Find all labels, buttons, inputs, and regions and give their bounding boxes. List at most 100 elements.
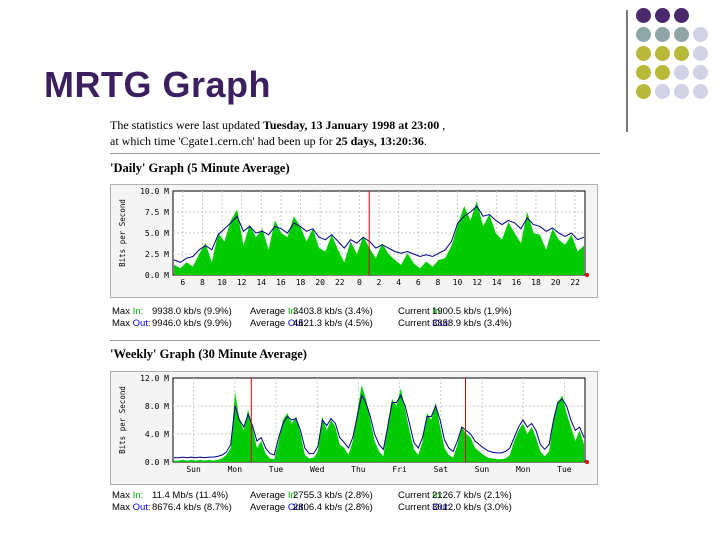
x-tick-label: 6 [416,278,421,287]
stats-line-2: at which time 'Cgate1.cern.ch' had been … [110,133,445,149]
x-tick-label: 6 [180,278,185,287]
vertical-divider [626,10,628,132]
legend-value: 3358.9 kb/s (3.4%) [432,318,512,329]
separator-1 [110,153,600,154]
legend-label: Current In: [398,490,443,501]
series-in-area [174,201,584,275]
daily-graph-svg: 10.0 M 7.5 M 5.0 M 2.5 M 0.0 M Bits per Secon… [118,187,589,287]
x-tick-label: 14 [256,278,266,287]
legend-value: 2806.4 kb/s (2.8%) [293,502,373,513]
y-tick-label: 10.0 M [140,187,169,196]
decorative-dot [693,65,708,80]
x-tick-label: 12 [472,278,482,287]
x-tick-label: 4 [396,278,401,287]
decorative-dot [674,27,689,42]
y-axis-label: Bits per Second [118,386,127,454]
x-tick-label: Sun [186,465,201,474]
y-tick-label: 0.0 M [145,271,169,280]
x-tick-label: 10 [453,278,463,287]
axis-arrow [585,460,589,464]
x-tick-label: 18 [296,278,306,287]
weekly-graph-title: 'Weekly' Graph (30 Minute Average) [110,347,307,361]
daily-graph-title: 'Daily' Graph (5 Minute Average) [110,161,290,175]
decorative-dot [655,84,670,99]
x-tick-label: 14 [492,278,502,287]
decorative-dot [674,65,689,80]
y-tick-label: 8.0 M [145,402,169,411]
x-tick-label: Thu [351,465,366,474]
x-tick-label: 20 [315,278,325,287]
x-tick-label: 16 [512,278,522,287]
decorative-dot [693,46,708,61]
legend-label: Average Out: [250,318,306,329]
legend-label: Max In: [112,306,144,317]
x-tick-label: Tue [269,465,284,474]
x-tick-label: 20 [551,278,561,287]
y-tick-label: 12.0 M [140,374,169,383]
decorative-dot [674,84,689,99]
decorative-dot [636,65,651,80]
separator-2 [110,340,600,341]
x-tick-label: Mon [228,465,243,474]
legend-label: Max Out: [112,318,151,329]
stats-line-1-end: , [439,118,446,132]
weekly-graph-svg: 12.0 M 8.0 M 4.0 M 0.0 M Bits per Second Sun M… [118,374,589,474]
decorative-dot [636,84,651,99]
x-tick-label: 0 [357,278,362,287]
x-tick-label: 18 [531,278,541,287]
last-updated-date: Tuesday, 13 January 1998 at 23:00 [262,118,440,132]
decorative-dot [693,84,708,99]
x-tick-label: 22 [570,278,580,287]
legend-value: 2126.7 kb/s (2.1%) [432,490,512,501]
decorative-dot [655,65,670,80]
x-tick-label: 16 [276,278,286,287]
y-tick-label: 4.0 M [145,430,169,439]
legend-label: Current Out: [398,502,451,513]
legend-label: Max Out: [112,502,151,513]
stats-line-2-end: . [423,134,427,148]
decorative-dot [655,27,670,42]
legend-label: Current In: [398,306,443,317]
decorative-dot [693,27,708,42]
x-tick-label: 8 [200,278,205,287]
decorative-dot [636,27,651,42]
decorative-dot [655,46,670,61]
legend-value: 11.4 Mb/s (11.4%) [152,490,229,501]
series-out-line [173,205,585,263]
uptime-value: 25 days, 13:20:36 [335,134,424,148]
x-tick-label: Mon [516,465,531,474]
weekly-graph-panel: 12.0 M 8.0 M 4.0 M 0.0 M Bits per Second Sun M… [110,371,598,485]
legend-label: Average In: [250,490,299,501]
decorative-dot [674,8,689,23]
y-tick-label: 7.5 M [145,208,169,217]
series-out-line [174,394,585,459]
x-tick-label: 12 [237,278,247,287]
y-tick-label: 5.0 M [145,229,169,238]
legend-value: 8676.4 kb/s (8.7%) [152,502,232,513]
x-tick-label: Wed [310,465,325,474]
x-tick-label: 22 [335,278,345,287]
legend-label: Average Out: [250,502,306,513]
legend-value: 3403.8 kb/s (3.4%) [293,306,373,317]
y-tick-label: 0.0 M [145,458,169,467]
y-tick-label: 2.5 M [145,250,169,259]
x-tick-label: Fri [392,465,407,474]
legend-value: 4521.3 kb/s (4.5%) [293,318,373,329]
daily-graph-panel: 10.0 M 7.5 M 5.0 M 2.5 M 0.0 M Bits per Secon… [110,184,598,298]
x-tick-label: Sat [434,465,449,474]
axis-arrow [585,273,589,277]
legend-value: 9938.0 kb/s (9.9%) [152,306,232,317]
legend-value: 2755.3 kb/s (2.8%) [293,490,373,501]
x-tick-label: Tue [557,465,572,474]
x-tick-label: Sun [475,465,490,474]
legend-label: Max In: [112,490,144,501]
decorative-dot [655,8,670,23]
legend-value: 3012.0 kb/s (3.0%) [432,502,512,513]
x-tick-label: 8 [435,278,440,287]
x-tick-label: 2 [377,278,382,287]
decorative-dot [636,8,651,23]
y-axis-label: Bits per Second [118,199,127,267]
decorative-dot [636,46,651,61]
slide-title: MRTG Graph [44,64,271,105]
stats-line-1: The statistics were last updated Tuesday… [110,117,445,133]
